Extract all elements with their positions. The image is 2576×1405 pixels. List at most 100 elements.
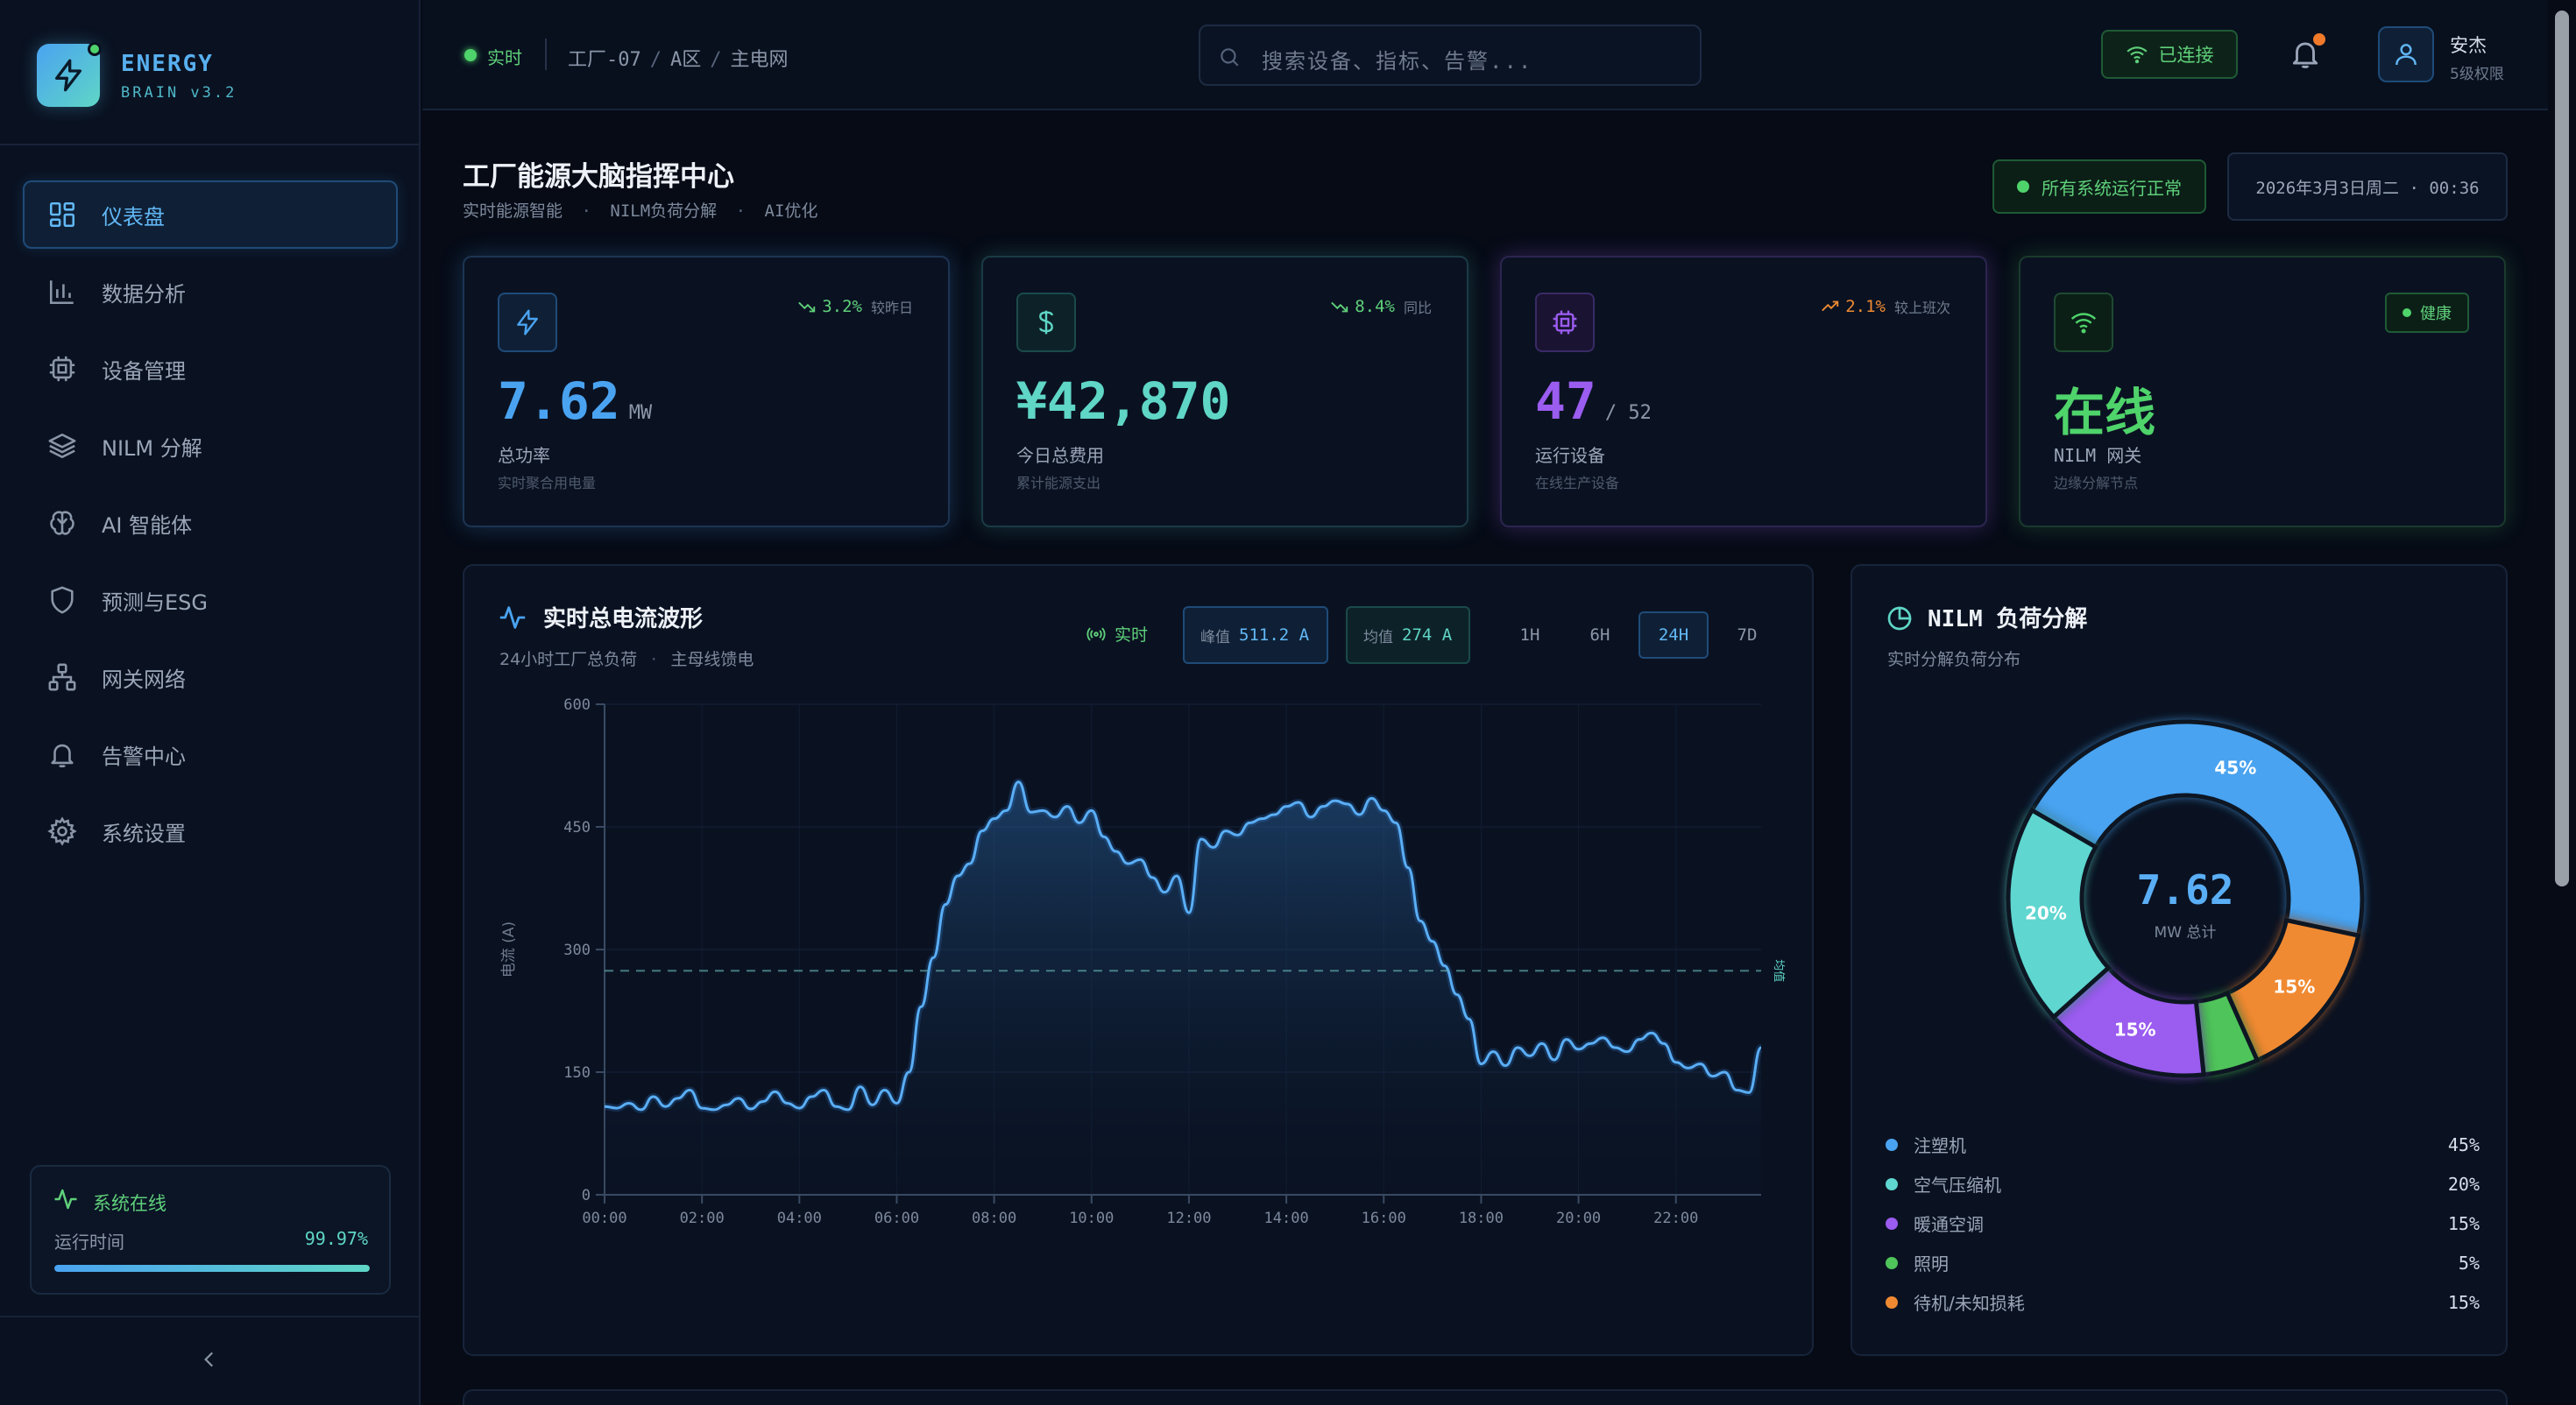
system-status-label: 所有系统运行正常 — [2042, 177, 2182, 199]
kpi-unit: / 52 — [1604, 402, 1652, 424]
sidebar-item-forecast-esg[interactable]: 预测与ESG — [23, 566, 398, 634]
kpi-value: 7.62 MW — [498, 371, 652, 431]
kpi-description: 边缘分解节点 — [2054, 475, 2139, 491]
kpi-description: 实时聚合用电量 — [498, 475, 597, 491]
nilm-title: NILM 负荷分解 — [1928, 606, 2088, 632]
breadcrumb-item[interactable]: A区 — [670, 49, 702, 71]
page-scrollbar-thumb[interactable] — [2555, 11, 2569, 886]
breadcrumb: 工厂-07/A区 / 主电网 — [568, 49, 789, 71]
kpi-label: 总功率 — [498, 445, 550, 466]
bell-icon — [46, 738, 79, 771]
range-6h-button[interactable]: 6H — [1589, 625, 1610, 645]
y-axis-label: 电流 (A) — [500, 921, 518, 978]
live-status-label: 实时 — [487, 47, 522, 68]
legend-label: 暖通空调 — [1914, 1214, 1984, 1235]
slice-label: 15% — [2273, 977, 2315, 998]
sidebar-item-label: 系统设置 — [102, 821, 186, 846]
legend-swatch — [1886, 1217, 1898, 1230]
peak-value: 511.2 A — [1239, 625, 1310, 645]
range-24h-button[interactable]: 24H — [1638, 611, 1709, 659]
donut-slice — [2006, 807, 2112, 1020]
kpi-value: ¥42,870 — [1016, 371, 1230, 431]
waveform-chart[interactable]: 0 150 300 450 600 00:00 02:00 04:00 06:00 08:00 10… — [464, 688, 1814, 1354]
breadcrumb-item[interactable]: 主电网 — [730, 49, 789, 71]
legend-item[interactable]: 待机/未知损耗 15% — [1886, 1282, 2480, 1322]
dollar-icon — [1016, 293, 1076, 352]
uptime-value: 99.97% — [304, 1228, 368, 1249]
sidebar-item-label: AI 智能体 — [102, 512, 193, 538]
next-panel-edge — [463, 1389, 2508, 1405]
page-subtitle: 实时能源智能 · NILM负荷分解 · AI优化 — [463, 201, 818, 221]
kpi-trend-caption: 同比 — [1403, 300, 1432, 316]
trend-up-icon — [1822, 300, 1839, 312]
notification-badge — [2313, 33, 2325, 46]
activity-icon — [53, 1186, 79, 1216]
sidebar: ENERGY BRAIN v3.2 仪表盘 数据分析 设备管理 NILM 分 — [0, 0, 421, 1405]
x-tick-label: 06:00 — [874, 1210, 919, 1227]
kpi-description: 累计能源支出 — [1016, 475, 1101, 491]
waveform-live-label: 实时 — [1115, 625, 1149, 645]
sidebar-item-gateway-network[interactable]: 网关网络 — [23, 643, 398, 711]
brand: ENERGY BRAIN v3.2 — [0, 0, 419, 145]
kpi-trend-caption: 较昨日 — [870, 300, 913, 316]
slice-label: 20% — [2025, 903, 2067, 924]
sidebar-item-analytics[interactable]: 数据分析 — [23, 258, 398, 326]
legend-label: 空气压缩机 — [1914, 1175, 2001, 1196]
waveform-subtitle-item: 24小时工厂总负荷 — [499, 650, 638, 669]
sidebar-item-nilm[interactable]: NILM 分解 — [23, 412, 398, 480]
range-1h-button[interactable]: 1H — [1519, 625, 1540, 645]
legend-item[interactable]: 注塑机 45% — [1886, 1125, 2480, 1164]
user-avatar[interactable] — [2378, 26, 2434, 82]
kpi-trend-value: 3.2% — [822, 297, 862, 316]
y-tick-label: 150 — [563, 1064, 591, 1082]
uptime-progress-fill — [54, 1265, 370, 1272]
breadcrumb-item[interactable]: 工厂-07 — [568, 49, 641, 71]
range-7d-button[interactable]: 7D — [1737, 625, 1758, 645]
shield-icon — [46, 583, 79, 617]
kpi-card-nilm-gateway[interactable]: 健康 在线 NILM 网关 边缘分解节点 — [2019, 256, 2506, 527]
kpi-card-total-cost[interactable]: 8.4% 同比 ¥42,870 今日总费用 累计能源支出 — [981, 256, 1468, 527]
search-input[interactable]: 搜索设备、指标、告警... — [1199, 25, 1702, 86]
kpi-card-running-devices[interactable]: 2.1% 较上班次 47 / 52 运行设备 在线生产设备 — [1500, 256, 1987, 527]
legend-item[interactable]: 照明 5% — [1886, 1243, 2480, 1282]
sidebar-item-ai-agent[interactable]: AI 智能体 — [23, 489, 398, 557]
legend-value: 20% — [2447, 1173, 2480, 1195]
health-badge: 健康 — [2385, 293, 2469, 333]
x-tick-label: 00:00 — [582, 1210, 626, 1227]
wifi-icon — [2054, 293, 2113, 352]
waveform-live-indicator: 实时 — [1086, 622, 1148, 646]
sidebar-collapse-button[interactable] — [0, 1316, 419, 1405]
kpi-label: 运行设备 — [1535, 445, 1605, 466]
x-tick-label: 02:00 — [680, 1210, 725, 1227]
waveform-subtitle: 24小时工厂总负荷 · 主母线馈电 — [499, 650, 754, 669]
brand-status-dot — [88, 42, 102, 56]
system-status-card: 系统在线 运行时间 99.97% — [30, 1165, 391, 1295]
kpi-card-total-power[interactable]: 3.2% 较昨日 7.62 MW 总功率 实时聚合用电量 — [463, 256, 950, 527]
status-dot — [2017, 180, 2029, 193]
connection-status-label: 已连接 — [2158, 45, 2214, 66]
sidebar-item-dashboard[interactable]: 仪表盘 — [23, 180, 398, 249]
legend-label: 照明 — [1914, 1253, 1949, 1274]
notifications-button[interactable] — [2289, 37, 2324, 72]
nilm-subtitle: 实时分解负荷分布 — [1887, 650, 2021, 669]
kpi-value-number: 7.62 — [498, 371, 620, 431]
sidebar-item-alerts[interactable]: 告警中心 — [23, 720, 398, 788]
sidebar-item-settings[interactable]: 系统设置 — [23, 797, 398, 865]
y-tick-label: 0 — [582, 1187, 591, 1204]
connection-status-button[interactable]: 已连接 — [2101, 30, 2238, 79]
waveform-subtitle-item: 主母线馈电 — [670, 650, 754, 669]
sidebar-item-label: 告警中心 — [102, 744, 186, 769]
sidebar-item-devices[interactable]: 设备管理 — [23, 335, 398, 403]
user-name[interactable]: 安杰 — [2450, 35, 2487, 56]
x-tick-label: 22:00 — [1653, 1210, 1698, 1227]
donut-center-caption: MW 总计 — [2155, 924, 2217, 942]
kpi-unit: MW — [628, 402, 653, 424]
legend-item[interactable]: 空气压缩机 20% — [1886, 1164, 2480, 1204]
kpi-trend: 2.1% 较上班次 — [1821, 296, 1950, 317]
x-tick-label: 18:00 — [1459, 1210, 1504, 1227]
kpi-label: 今日总费用 — [1016, 445, 1104, 466]
sidebar-item-label: 网关网络 — [102, 667, 186, 692]
nilm-donut-chart[interactable]: 45% 15% 15% 20% 7.62 MW 总计 — [1992, 706, 2378, 1091]
bell-icon — [2292, 42, 2318, 68]
legend-item[interactable]: 暖通空调 15% — [1886, 1204, 2480, 1243]
